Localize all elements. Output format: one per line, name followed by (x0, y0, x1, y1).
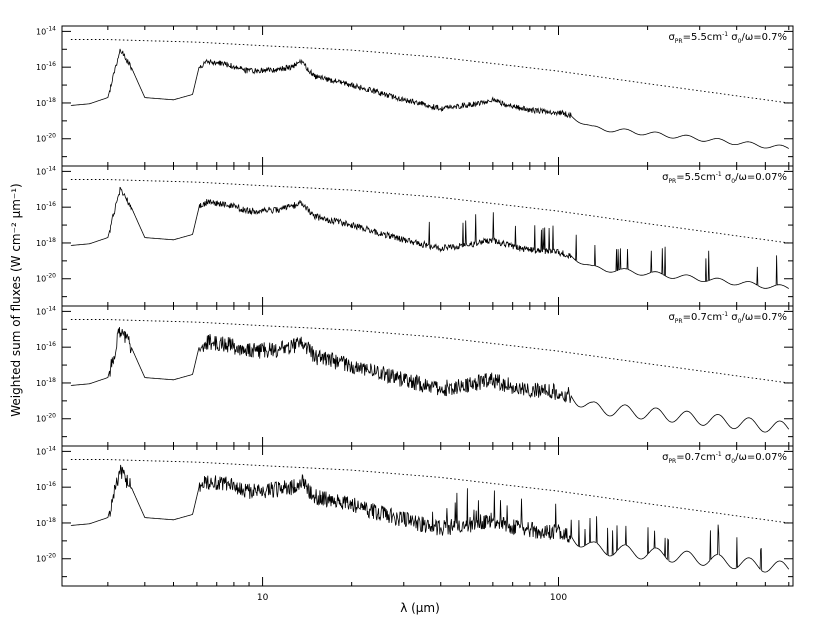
y-tick-label: 10-16 (36, 61, 56, 72)
y-tick-label: 10-18 (36, 377, 56, 388)
y-tick-label: 10-20 (36, 273, 56, 284)
y-axis-label: Weighted sum of fluxes (W cm⁻² μm⁻¹) (9, 183, 23, 416)
y-tick-label: 10-14 (36, 305, 56, 316)
panel-label: σPR=0.7cm-1 σ0/ω=0.07% (662, 451, 787, 465)
panel-frame (61, 25, 794, 167)
panel-4: 10-14 10-16 10-18 10-20 σPR=0.7cm-1 σ0/ω=0.0… (36, 445, 794, 603)
upper-envelope-line (70, 39, 789, 104)
y-tick-label: 10-16 (36, 201, 56, 212)
y-tick-label: 10-20 (36, 413, 56, 424)
upper-envelope-line (70, 459, 789, 524)
y-tick-label: 10-18 (36, 517, 56, 528)
panel-label: σPR=5.5cm-1 σ0/ω=0.07% (662, 171, 787, 185)
y-tick-label: 10-20 (36, 553, 56, 564)
spectrum-line (70, 48, 789, 149)
panel-frame (61, 445, 794, 587)
panel-2: 10-14 10-16 10-18 10-20 σPR=5.5cm-1 σ0/ω=0.0… (36, 165, 794, 307)
y-tick-label: 10-18 (36, 97, 56, 108)
panel-1: 10-14 10-16 10-18 10-20 σPR=5.5cm-1 σ0/ω=0.7… (36, 25, 794, 167)
y-tick-label: 10-16 (36, 481, 56, 492)
x-tick-label: 100 (550, 593, 567, 603)
panel-frame (61, 305, 794, 447)
y-tick-label: 10-14 (36, 25, 56, 36)
spectrum-line (70, 186, 790, 289)
panel-frame (61, 165, 794, 307)
panel-label: σPR=0.7cm-1 σ0/ω=0.7% (668, 311, 787, 325)
panel-group: 10-14 10-16 10-18 10-20 σPR=5.5cm-1 σ0/ω=0.7… (36, 25, 794, 603)
panel-3: 10-14 10-16 10-18 10-20 σPR=0.7cm-1 σ0/ω=0.7… (36, 305, 794, 447)
spectrum-line (70, 327, 790, 433)
panel-label: σPR=5.5cm-1 σ0/ω=0.7% (668, 31, 787, 45)
y-tick-label: 10-14 (36, 165, 56, 176)
y-tick-label: 10-14 (36, 445, 56, 456)
x-tick-label: 10 (257, 593, 269, 603)
upper-envelope-line (70, 319, 789, 384)
x-axis-label: λ (μm) (400, 601, 440, 615)
upper-envelope-line (70, 179, 789, 244)
y-tick-label: 10-20 (36, 133, 56, 144)
y-tick-label: 10-18 (36, 237, 56, 248)
y-tick-label: 10-16 (36, 341, 56, 352)
spectrum-line (70, 464, 790, 573)
